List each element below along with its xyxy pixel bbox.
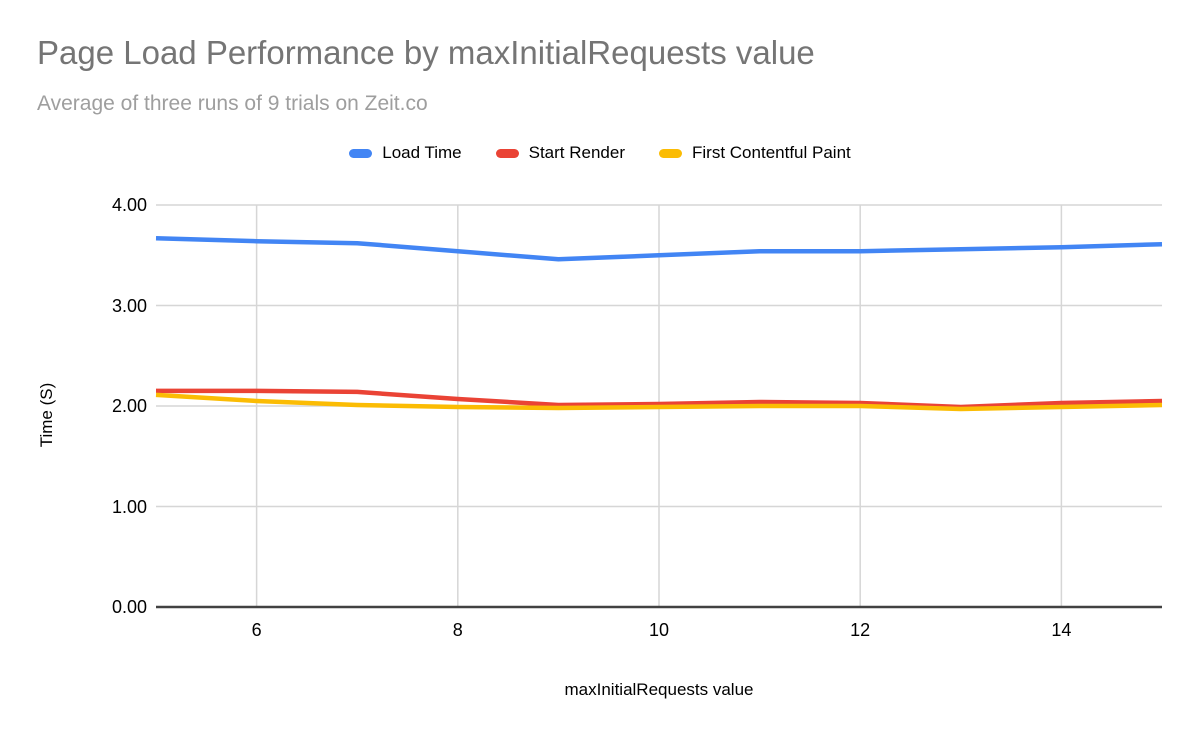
legend-item-load-time[interactable]: Load Time <box>349 143 462 163</box>
chart-subtitle: Average of three runs of 9 trials on Zei… <box>37 92 428 115</box>
series-line-first-contentful-paint <box>155 392 1163 412</box>
series-line-load-time <box>155 235 1163 262</box>
legend-label: First Contentful Paint <box>692 143 851 162</box>
chart-title: Page Load Performance by maxInitialReque… <box>37 34 815 71</box>
x-tick-label-8: 8 <box>452 620 463 640</box>
x-tick-label-14: 14 <box>1051 620 1072 640</box>
legend-swatch-icon <box>495 148 519 158</box>
y-tick-label-3.00: 3.00 <box>111 295 147 316</box>
y-tick-label-2.00: 2.00 <box>111 396 147 416</box>
y-tick-label-1.00: 1.00 <box>111 496 147 517</box>
chart-legend: Load Time Start Render First Contentful Pa… <box>0 143 1200 163</box>
x-tick-label-12: 12 <box>850 620 871 640</box>
legend-swatch-icon <box>349 148 373 158</box>
legend-item-first-contentful-paint[interactable]: First Contentful Paint <box>659 143 851 163</box>
legend-label: Load Time <box>382 143 462 162</box>
x-tick-label-10: 10 <box>648 620 670 640</box>
legend-swatch-icon <box>659 148 683 158</box>
legend-item-start-render[interactable]: Start Render <box>495 143 626 163</box>
y-tick-label-4.00: 4.00 <box>111 195 147 215</box>
legend-label: Start Render <box>528 143 626 162</box>
x-tick-label-6: 6 <box>251 620 262 640</box>
series-line-start-render <box>156 388 1163 410</box>
y-tick-label-0.00: 0.00 <box>111 597 147 617</box>
y-axis-title: Time (S) <box>37 382 56 448</box>
x-axis-title: maxInitialRequests value <box>564 680 754 699</box>
